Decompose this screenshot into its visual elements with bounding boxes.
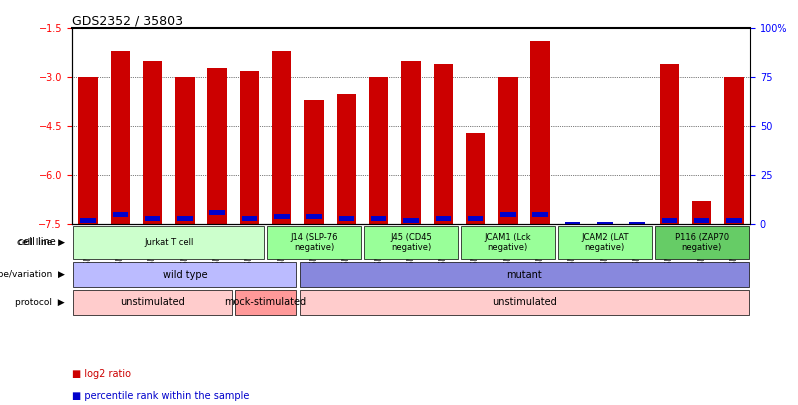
Bar: [692, 201, 711, 224]
Text: genotype/variation  ▶: genotype/variation ▶: [0, 270, 65, 279]
Bar: [207, 68, 227, 224]
Bar: [371, 216, 386, 221]
Bar: [306, 214, 322, 219]
Bar: [239, 71, 259, 224]
Bar: [694, 218, 709, 223]
FancyBboxPatch shape: [655, 226, 749, 259]
FancyBboxPatch shape: [364, 226, 458, 259]
FancyBboxPatch shape: [299, 290, 749, 315]
Bar: [726, 218, 741, 223]
Bar: [209, 210, 225, 215]
Text: protocol  ▶: protocol ▶: [15, 298, 65, 307]
Text: ■ log2 ratio: ■ log2 ratio: [72, 369, 131, 379]
Text: JCAM2 (LAT
negative): JCAM2 (LAT negative): [581, 233, 629, 252]
Text: unstimulated: unstimulated: [120, 297, 185, 307]
Bar: [81, 218, 96, 223]
Bar: [337, 94, 356, 224]
Bar: [498, 77, 518, 224]
Bar: [662, 218, 678, 223]
Bar: [177, 216, 192, 221]
FancyBboxPatch shape: [235, 290, 296, 315]
Text: P116 (ZAP70
negative): P116 (ZAP70 negative): [674, 233, 729, 252]
Text: ■ percentile rank within the sample: ■ percentile rank within the sample: [72, 391, 249, 401]
Bar: [78, 77, 97, 224]
Bar: [338, 216, 354, 221]
Bar: [144, 216, 160, 221]
Text: J45 (CD45
negative): J45 (CD45 negative): [390, 233, 432, 252]
Bar: [468, 216, 484, 221]
Text: cell line: cell line: [18, 237, 56, 247]
FancyBboxPatch shape: [558, 226, 652, 259]
Bar: [176, 77, 195, 224]
FancyBboxPatch shape: [267, 226, 361, 259]
Bar: [433, 64, 453, 224]
Text: J14 (SLP-76
negative): J14 (SLP-76 negative): [290, 233, 338, 252]
FancyBboxPatch shape: [73, 226, 264, 259]
Bar: [401, 61, 421, 224]
Bar: [532, 212, 548, 217]
Bar: [304, 100, 324, 224]
Text: JCAM1 (Lck
negative): JCAM1 (Lck negative): [484, 233, 531, 252]
Bar: [500, 212, 516, 217]
Text: mutant: mutant: [506, 270, 542, 279]
FancyBboxPatch shape: [299, 262, 749, 287]
Bar: [466, 133, 485, 224]
Bar: [242, 216, 257, 221]
Bar: [660, 64, 679, 224]
Text: Jurkat T cell: Jurkat T cell: [144, 238, 193, 247]
Text: wild type: wild type: [163, 270, 207, 279]
Bar: [436, 216, 451, 221]
Bar: [630, 222, 645, 226]
Bar: [531, 41, 550, 224]
Bar: [725, 77, 744, 224]
FancyBboxPatch shape: [73, 290, 231, 315]
FancyBboxPatch shape: [73, 262, 296, 287]
Bar: [369, 77, 389, 224]
Text: GDS2352 / 35803: GDS2352 / 35803: [72, 14, 183, 27]
Text: unstimulated: unstimulated: [492, 297, 556, 307]
Bar: [274, 214, 290, 219]
Text: cell line  ▶: cell line ▶: [17, 238, 65, 247]
Bar: [111, 51, 130, 224]
Bar: [143, 61, 162, 224]
Bar: [565, 222, 580, 226]
Bar: [272, 51, 291, 224]
Text: mock-stimulated: mock-stimulated: [224, 297, 306, 307]
Bar: [597, 222, 613, 226]
Bar: [113, 212, 128, 217]
FancyBboxPatch shape: [461, 226, 555, 259]
Bar: [403, 218, 419, 223]
